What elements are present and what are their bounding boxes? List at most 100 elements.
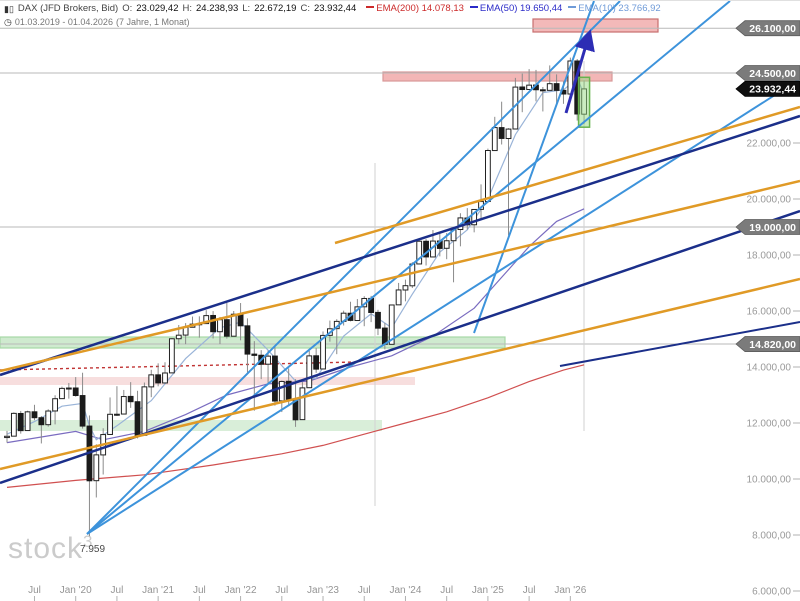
candle-body xyxy=(423,240,429,258)
dashed-support-line xyxy=(0,361,357,371)
candle-body xyxy=(210,314,216,333)
candle-body xyxy=(45,410,52,426)
instrument-title: DAX (JFD Brokers, Bid) xyxy=(17,3,119,14)
current-price-badge-label: 23.932,44 xyxy=(749,84,796,96)
candle-body xyxy=(72,387,79,397)
chart-header: ▮▯ DAX (JFD Brokers, Bid) O: 23.029,42 H… xyxy=(4,3,661,28)
clock-icon: ◷ xyxy=(4,17,12,27)
candle-body xyxy=(313,355,320,370)
candle-body xyxy=(519,86,526,91)
ema-legend: EMA(200) 14.078,13 EMA(50) 19.650,44 EMA(1… xyxy=(360,3,661,15)
candle-body xyxy=(24,411,31,432)
candle-body xyxy=(375,311,381,329)
candle-body xyxy=(443,240,450,249)
candle-body xyxy=(168,338,175,374)
x-axis-label: Jul xyxy=(28,585,41,596)
candle-body xyxy=(148,374,155,388)
candle-body xyxy=(59,387,65,400)
candle-body xyxy=(416,240,423,265)
candle-body xyxy=(505,128,512,140)
x-axis-label: Jan '22 xyxy=(225,585,257,596)
orange-line-upper[interactable] xyxy=(334,105,800,245)
candle-body xyxy=(237,313,244,327)
orange-line-mid[interactable] xyxy=(0,179,800,373)
candle-body xyxy=(244,325,251,355)
ema-legend-entry: EMA(50) 19.650,44 xyxy=(479,3,563,14)
steep-uptrend-line[interactable] xyxy=(473,1,595,334)
ema-legend-entry: EMA(200) 14.078,13 xyxy=(376,3,464,14)
current-candle-highlight-box xyxy=(577,76,591,128)
high-label: H: xyxy=(182,3,193,14)
date-range: 01.03.2019 - 01.04.2026 xyxy=(14,17,113,27)
candle-body xyxy=(485,150,491,203)
candle-body xyxy=(395,289,402,306)
candle-body xyxy=(265,355,271,365)
x-axis-label: Jan '25 xyxy=(472,585,504,596)
x-axis-label: Jan '24 xyxy=(389,585,421,596)
candle-body xyxy=(155,374,162,384)
candle-body xyxy=(306,355,313,389)
candle-body xyxy=(491,127,498,152)
y-axis-label: 16.000,00 xyxy=(747,307,792,318)
projection-arrow-icon[interactable] xyxy=(564,29,595,114)
candle-body xyxy=(120,396,127,415)
candle-body xyxy=(402,285,409,291)
candle-body xyxy=(10,412,17,437)
candle-body xyxy=(409,263,416,287)
candle-body xyxy=(134,401,141,436)
y-axis-label: 10.000,00 xyxy=(747,475,792,486)
candle-body xyxy=(546,83,553,91)
x-axis-label: Jul xyxy=(358,585,371,596)
candle-body xyxy=(553,83,560,91)
level-price-badge xyxy=(735,219,800,235)
ema-legend-dash-icon xyxy=(568,6,577,9)
high-value: 24.238,93 xyxy=(196,3,239,14)
candle-body xyxy=(175,334,182,340)
navy-support-line[interactable] xyxy=(559,321,800,367)
candle-body xyxy=(223,319,230,337)
close-value: 23.932,44 xyxy=(313,3,357,14)
navy-channel-upper[interactable] xyxy=(0,114,800,377)
level-price-badge xyxy=(735,336,800,352)
low-label: L: xyxy=(242,3,251,14)
fan-line-3[interactable] xyxy=(86,78,800,535)
candle-body xyxy=(299,387,306,421)
candle-body xyxy=(203,315,210,325)
candle-body xyxy=(251,353,258,356)
level-price-badge xyxy=(735,20,800,37)
candle-body xyxy=(539,89,546,92)
candle-body xyxy=(471,208,478,226)
x-axis-label: Jan '20 xyxy=(60,585,92,596)
candle-body xyxy=(17,412,24,432)
y-axis-label: 6.000,00 xyxy=(752,587,791,598)
low-value: 22.672,19 xyxy=(254,3,297,14)
x-axis-label: Jul xyxy=(440,585,453,596)
candle-body xyxy=(388,304,395,345)
orange-line-lower[interactable] xyxy=(0,277,800,471)
ema-50-curve xyxy=(6,208,585,444)
current-price-badge xyxy=(735,80,800,97)
resistance-zone-24500 xyxy=(382,71,613,82)
fan-line-1[interactable] xyxy=(86,1,621,535)
support-zone-12000 xyxy=(0,420,382,431)
candle-body xyxy=(65,387,72,390)
candle-body xyxy=(320,334,326,370)
candle-body xyxy=(93,454,100,482)
level-price-badge xyxy=(735,65,800,81)
candle-body xyxy=(127,395,134,403)
y-axis-label: 8.000,00 xyxy=(752,531,791,542)
fan-line-2[interactable] xyxy=(86,1,731,535)
watermark-logo: stock3 xyxy=(8,532,94,565)
open-value: 23.029,42 xyxy=(136,3,179,14)
low-price-label: 7.959 xyxy=(80,544,105,555)
candle-body xyxy=(38,417,45,426)
candle-body xyxy=(79,395,86,427)
level-price-badge-label: 14.820,00 xyxy=(749,339,796,351)
candle-body xyxy=(217,319,223,333)
support-zone-13500 xyxy=(0,377,415,385)
open-label: O: xyxy=(122,3,133,14)
x-axis-label: Jan '21 xyxy=(142,585,174,596)
y-axis-label: 12.000,00 xyxy=(747,419,792,430)
